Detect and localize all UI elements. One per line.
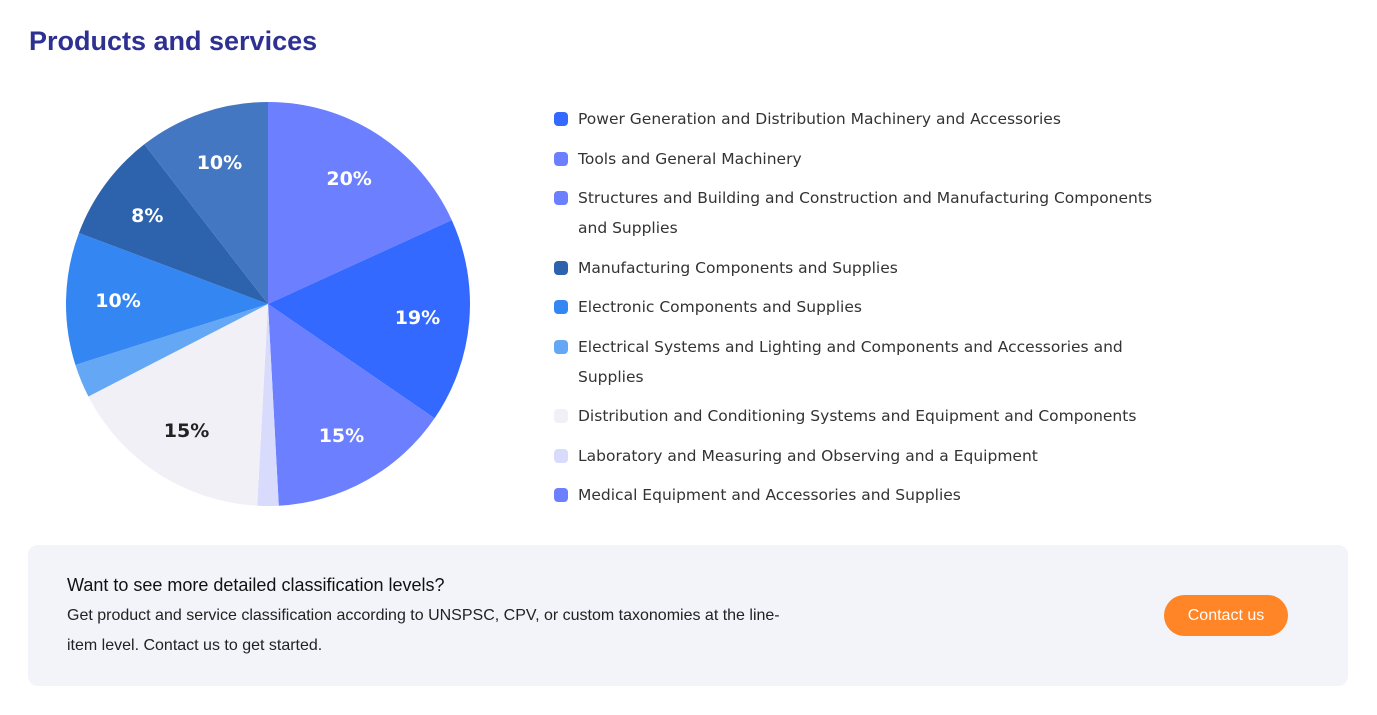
contact-banner: Want to see more detailed classification… xyxy=(28,545,1348,686)
legend-swatch xyxy=(554,409,568,423)
legend-swatch xyxy=(554,112,568,126)
legend-label: Tools and General Machinery xyxy=(578,149,802,168)
legend-label: Laboratory and Measuring and Observing a… xyxy=(578,446,1038,465)
slice-label: 10% xyxy=(95,290,140,312)
banner-heading: Want to see more detailed classification… xyxy=(67,575,445,595)
legend-label: Electronic Components and Supplies xyxy=(578,298,862,316)
pie-chart: 20% 19% 15% 15% 10% 8% 10% xyxy=(66,102,470,506)
pie-slice xyxy=(268,102,452,304)
slice-label: 15% xyxy=(319,425,364,447)
legend-item: Tools and General Machinery xyxy=(554,144,1164,174)
legend-item: Distribution and Conditioning Systems an… xyxy=(554,401,1164,431)
pie-slice xyxy=(88,304,268,506)
legend-item: Medical Equipment and Accessories and Su… xyxy=(554,480,1164,510)
pie-slice xyxy=(268,304,435,506)
slice-label: 10% xyxy=(197,152,242,174)
pie-slice xyxy=(144,102,268,304)
pie-slice xyxy=(75,304,268,397)
slice-label: 20% xyxy=(326,168,371,190)
legend-label: Distribution and Conditioning Systems an… xyxy=(578,407,1137,425)
legend-label: Electrical Systems and Lighting and Comp… xyxy=(578,337,1123,386)
legend-swatch xyxy=(554,260,568,275)
legend-swatch xyxy=(554,339,568,354)
legend-swatch xyxy=(554,300,568,314)
legend-item: Manufacturing Components and Supplies xyxy=(554,253,1164,283)
legend-label: Medical Equipment and Accessories and Su… xyxy=(578,486,961,504)
legend-swatch xyxy=(554,151,568,166)
banner-body: Get product and service classification a… xyxy=(67,607,780,654)
contact-us-button[interactable]: Contact us xyxy=(1164,595,1288,636)
pie-slice xyxy=(66,232,269,365)
page-title: Products and services xyxy=(29,26,318,56)
pie-slice xyxy=(78,144,269,304)
legend-label: Manufacturing Components and Supplies xyxy=(578,258,898,277)
legend-item: Electrical Systems and Lighting and Comp… xyxy=(554,332,1164,392)
slice-label: 15% xyxy=(164,420,209,442)
legend-item: Power Generation and Distribution Machin… xyxy=(554,104,1164,134)
legend-item: Laboratory and Measuring and Observing a… xyxy=(554,441,1164,471)
pie-slice xyxy=(257,304,279,506)
slice-label: 19% xyxy=(395,307,440,329)
legend-item: Structures and Building and Construction… xyxy=(554,183,1164,243)
slice-label: 8% xyxy=(131,205,163,227)
legend-swatch xyxy=(554,191,568,205)
pie-slice xyxy=(268,220,470,419)
legend-swatch xyxy=(554,488,568,502)
chart-legend: Power Generation and Distribution Machin… xyxy=(554,104,1164,520)
legend-swatch xyxy=(554,448,568,463)
legend-label: Power Generation and Distribution Machin… xyxy=(578,110,1061,128)
legend-label: Structures and Building and Construction… xyxy=(578,189,1153,237)
legend-item: Electronic Components and Supplies xyxy=(554,292,1164,322)
